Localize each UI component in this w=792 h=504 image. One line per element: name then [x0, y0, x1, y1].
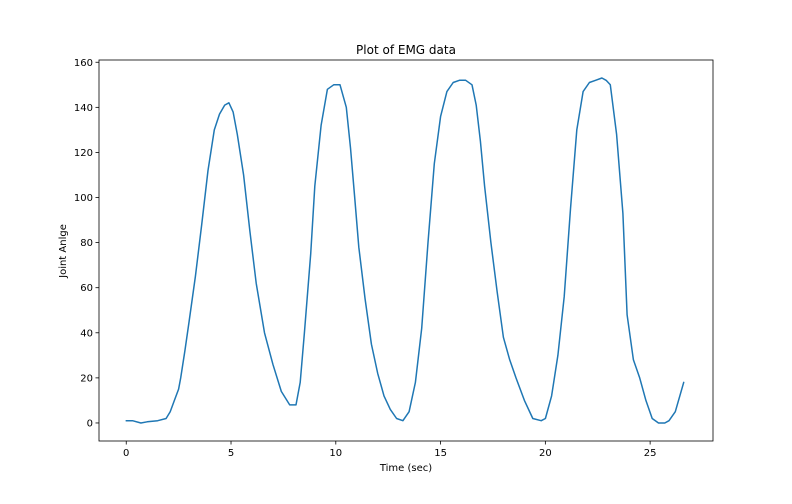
- y-tick-label: 120: [74, 148, 93, 159]
- x-tick-label: 25: [644, 448, 657, 459]
- plot-area: [125, 77, 685, 424]
- series-line-0: [125, 77, 685, 424]
- y-tick-label: 80: [80, 238, 93, 249]
- y-axis-ticks: 0 20 40 60 80 100 120 140 160: [74, 58, 99, 429]
- x-tick-label: 20: [539, 448, 552, 459]
- y-tick-label: 60: [80, 283, 93, 294]
- axes-frame: [98, 59, 714, 442]
- y-tick-label: 40: [80, 328, 93, 339]
- x-axis-ticks: 0 5 10 15 20 25: [123, 441, 657, 459]
- y-tick-label: 20: [80, 373, 93, 384]
- chart-title: Plot of EMG data: [356, 43, 456, 57]
- y-tick-label: 160: [74, 58, 93, 69]
- x-axis-title: Time (sec): [379, 463, 432, 474]
- y-tick-label: 100: [74, 193, 93, 204]
- x-tick-label: 15: [434, 448, 447, 459]
- y-tick-label: 0: [87, 418, 93, 429]
- x-tick-label: 5: [228, 448, 234, 459]
- x-tick-label: 0: [123, 448, 129, 459]
- y-tick-label: 140: [74, 103, 93, 114]
- x-tick-label: 10: [329, 448, 342, 459]
- y-axis-title: Joint Anlge: [58, 224, 69, 279]
